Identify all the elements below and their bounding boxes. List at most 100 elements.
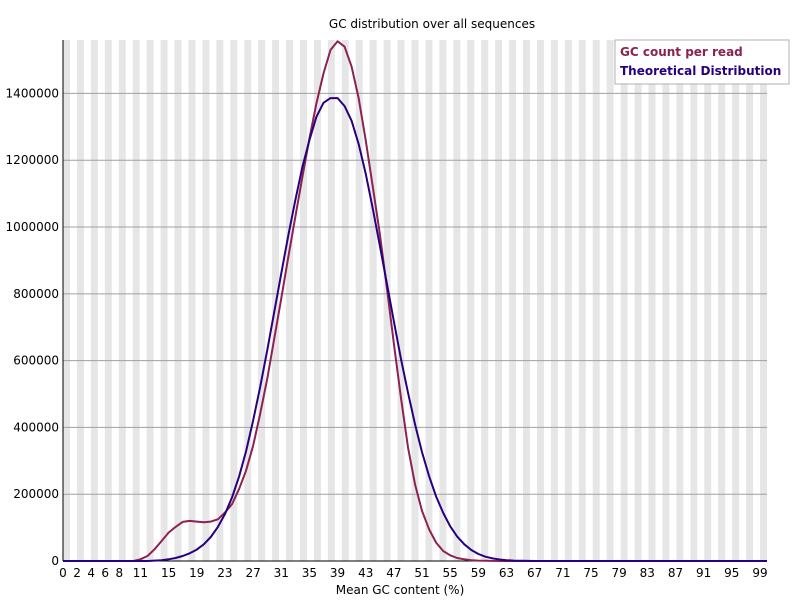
x-tick-label: 87 [668, 566, 683, 580]
x-tick-label: 79 [612, 566, 627, 580]
background-stripe [104, 40, 112, 561]
background-stripe [592, 40, 600, 561]
background-stripe [76, 40, 84, 561]
x-tick-label: 4 [87, 566, 95, 580]
x-tick-label: 83 [640, 566, 655, 580]
background-stripe [578, 40, 586, 561]
background-stripe [299, 40, 307, 561]
x-tick-label: 0 [59, 566, 67, 580]
background-stripe [732, 40, 740, 561]
y-tick-label: 400000 [13, 420, 59, 434]
background-stripe [704, 40, 712, 561]
background-stripe [216, 40, 224, 561]
x-tick-label: 51 [414, 566, 429, 580]
x-tick-label: 35 [302, 566, 317, 580]
x-tick-label: 19 [189, 566, 204, 580]
x-tick-label: 59 [471, 566, 486, 580]
background-stripe [690, 40, 698, 561]
y-tick-label: 200000 [13, 487, 59, 501]
x-tick-label: 23 [217, 566, 232, 580]
background-stripe [467, 40, 475, 561]
background-stripe [425, 40, 433, 561]
background-stripe [523, 40, 531, 561]
x-tick-label: 75 [583, 566, 598, 580]
y-tick-label: 1400000 [6, 86, 59, 100]
background-stripe [397, 40, 405, 561]
background-stripe [160, 40, 168, 561]
chart-title: GC distribution over all sequences [329, 17, 535, 31]
background-stripe [676, 40, 684, 561]
background-stripe [536, 40, 544, 561]
background-stripe [286, 40, 294, 561]
series-line-theoretical-distribution [63, 97, 767, 562]
background-stripe [564, 40, 572, 561]
background-stripe [369, 40, 377, 561]
background-stripe [90, 40, 98, 561]
background-stripe [495, 40, 503, 561]
background-stripe [760, 40, 767, 561]
x-tick-label: 27 [245, 566, 260, 580]
background-stripe [202, 40, 210, 561]
background-stripe [146, 40, 154, 561]
background-stripe [648, 40, 656, 561]
background-stripe [746, 40, 754, 561]
x-tick-label: 6 [101, 566, 109, 580]
y-tick-labels: 0 200000 400000 600000 800000 1000000 1200000 1… [6, 86, 59, 568]
background-stripe [341, 40, 349, 561]
y-tick-label: 600000 [13, 354, 59, 368]
x-tick-label: 95 [724, 566, 739, 580]
legend-entry-gc-count: GC count per read [620, 45, 743, 59]
background-stripe [118, 40, 126, 561]
x-tick-label: 39 [330, 566, 345, 580]
background-stripe [634, 40, 642, 561]
x-tick-label: 8 [115, 566, 123, 580]
x-tick-label: 47 [386, 566, 401, 580]
x-tick-label: 11 [133, 566, 148, 580]
x-tick-label: 55 [443, 566, 458, 580]
x-tick-label: 67 [527, 566, 542, 580]
background-stripe [63, 40, 70, 561]
legend-box [614, 39, 790, 85]
x-tick-label: 99 [752, 566, 767, 580]
y-tick-label: 800000 [13, 287, 59, 301]
x-tick-labels: 0 2 4 6 8 11 15 19 23 27 31 35 39 43 47 51 55 59 63 67 71 75 7… [59, 566, 767, 580]
legend: GC count per read Theoretical Distributi… [614, 39, 790, 85]
background-stripe [313, 40, 321, 561]
background-stripe [244, 40, 252, 561]
background-stripe [188, 40, 196, 561]
background-stripe [481, 40, 489, 561]
x-tick-label: 31 [274, 566, 289, 580]
background-stripe [355, 40, 363, 561]
background-stripe [174, 40, 182, 561]
background-stripe [509, 40, 517, 561]
background-stripe [606, 40, 614, 561]
background-stripe [258, 40, 266, 561]
series-lines [63, 40, 767, 562]
background-stripe [439, 40, 447, 561]
x-tick-label: 2 [73, 566, 81, 580]
y-tick-label: 1000000 [6, 220, 59, 234]
background-stripe [550, 40, 558, 561]
y-tick-label: 1200000 [6, 153, 59, 167]
background-stripe [453, 40, 461, 561]
x-tick-label: 43 [358, 566, 373, 580]
x-tick-label: 63 [499, 566, 514, 580]
background-stripe [327, 40, 335, 561]
legend-entry-theoretical: Theoretical Distribution [620, 64, 781, 78]
background-stripe [718, 40, 726, 561]
background-stripe [620, 40, 628, 561]
background-stripe [662, 40, 670, 561]
x-tick-label: 91 [696, 566, 711, 580]
background-stripe [383, 40, 391, 561]
x-tick-label: 71 [555, 566, 570, 580]
background-stripe [230, 40, 238, 561]
x-tick-label: 15 [161, 566, 176, 580]
y-tick-label: 0 [51, 554, 59, 568]
series-line-gc-count-per-read [63, 40, 767, 562]
background-stripe [132, 40, 140, 561]
x-axis-title: Mean GC content (%) [336, 583, 465, 597]
horizontal-gridlines [63, 92, 767, 495]
background-stripe [411, 40, 419, 561]
